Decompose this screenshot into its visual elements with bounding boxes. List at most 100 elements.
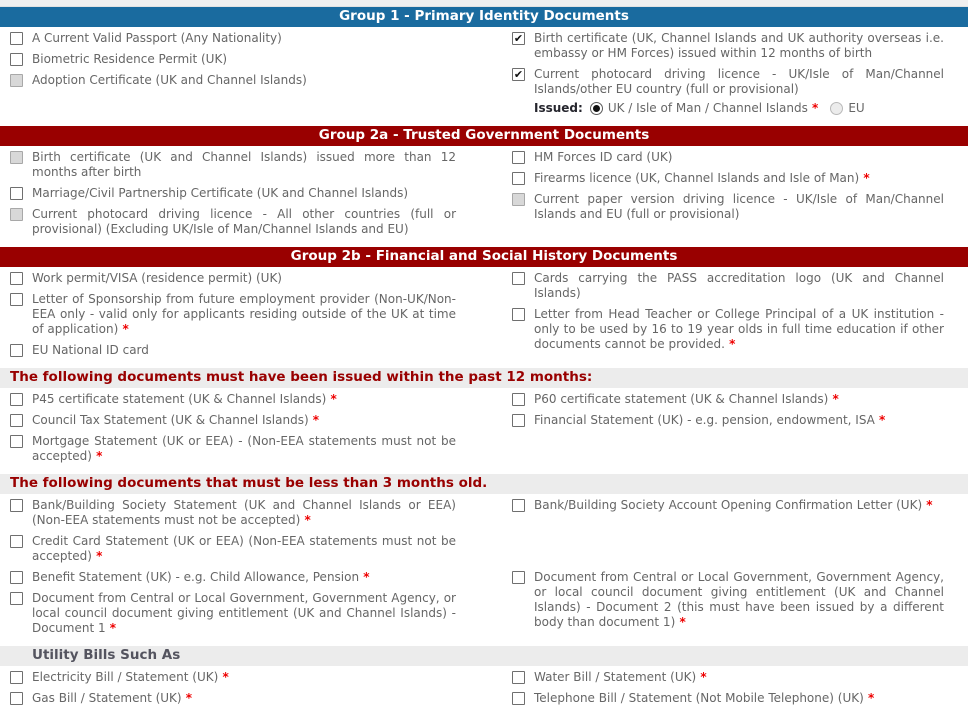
document-item: A Current Valid Passport (Any Nationalit… (10, 31, 456, 46)
checkbox[interactable] (10, 499, 23, 512)
required-asterisk: * (922, 498, 933, 512)
issued-radio-group: Issued: UK / Isle of Man / Channel Island… (534, 101, 944, 116)
section-header-less-3-months: The following documents that must be les… (0, 474, 968, 494)
document-label: Mortgage Statement (UK or EEA) - (Non-EE… (32, 434, 456, 463)
checkbox[interactable] (10, 187, 23, 200)
checkbox[interactable] (10, 272, 23, 285)
required-asterisk: * (724, 337, 736, 351)
document-label: EU National ID card (32, 343, 149, 357)
checkbox[interactable] (10, 53, 23, 66)
checkbox[interactable] (10, 32, 23, 45)
document-label: Birth certificate (UK, Channel Islands a… (534, 31, 944, 60)
issued-radio-label-eu: EU (848, 101, 865, 115)
document-label: Council Tax Statement (UK & Channel Isla… (32, 413, 320, 427)
document-item: Marriage/Civil Partnership Certificate (… (10, 186, 456, 201)
column-left: Electricity Bill / Statement (UK) * Gas B… (0, 670, 502, 712)
checkbox[interactable] (10, 671, 23, 684)
column-left: Credit Card Statement (UK or EEA) (Non-E… (0, 534, 502, 570)
required-asterisk: * (105, 621, 117, 635)
checkbox-checked-icon[interactable]: ✔ (512, 68, 525, 81)
checklist-row: Credit Card Statement (UK or EEA) (Non-E… (0, 534, 968, 570)
column-right: Document from Central or Local Governmen… (502, 570, 968, 642)
document-label: Cards carrying the PASS accreditation lo… (534, 271, 944, 300)
document-item: Gas Bill / Statement (UK) * (10, 691, 456, 706)
section-body-utility-bills: Electricity Bill / Statement (UK) * Gas B… (0, 666, 968, 716)
checkbox[interactable] (512, 393, 525, 406)
checkbox-checked-icon[interactable]: ✔ (512, 32, 525, 45)
document-item: P45 certificate statement (UK & Channel … (10, 392, 456, 407)
required-asterisk: * (308, 413, 320, 427)
top-strip (0, 0, 968, 7)
checkbox[interactable] (512, 151, 525, 164)
document-label: Current paper version driving licence - … (534, 192, 944, 221)
section-body-group2a: Birth certificate (UK and Channel Island… (0, 146, 968, 247)
document-item: Document from Central or Local Governmen… (10, 591, 456, 636)
document-label: Firearms licence (UK, Channel Islands an… (534, 171, 870, 185)
section-header-group1: Group 1 - Primary Identity Documents (0, 7, 968, 27)
column-left: Benefit Statement (UK) - e.g. Child Allo… (0, 570, 502, 642)
checklist-row: A Current Valid Passport (Any Nationalit… (0, 31, 968, 122)
section-body-past-12-months: P45 certificate statement (UK & Channel … (0, 388, 968, 474)
checkbox[interactable] (512, 571, 525, 584)
checkbox[interactable] (10, 692, 23, 705)
checklist-row: Work permit/VISA (residence permit) (UK)… (0, 271, 968, 364)
document-item: Biometric Residence Permit (UK) (10, 52, 456, 67)
checkbox[interactable] (10, 435, 23, 448)
required-asterisk: * (326, 392, 337, 406)
checkbox[interactable] (10, 414, 23, 427)
required-asterisk: * (91, 449, 103, 463)
checkbox[interactable] (10, 535, 23, 548)
checkbox[interactable] (512, 172, 525, 185)
document-label: Financial Statement (UK) - e.g. pension,… (534, 413, 886, 427)
checkbox[interactable] (10, 344, 23, 357)
checkbox[interactable] (10, 293, 23, 306)
column-right: Cards carrying the PASS accreditation lo… (502, 271, 968, 364)
checkbox[interactable] (512, 272, 525, 285)
document-label: A Current Valid Passport (Any Nationalit… (32, 31, 282, 45)
document-label: Current photocard driving licence - All … (32, 207, 456, 236)
checkbox[interactable] (512, 414, 525, 427)
checkbox[interactable] (512, 308, 525, 321)
document-item: Current photocard driving licence - All … (10, 207, 456, 237)
required-asterisk: * (118, 322, 129, 336)
document-item: Telephone Bill / Statement (Not Mobile T… (512, 691, 944, 706)
document-label: Credit Card Statement (UK or EEA) (Non-E… (32, 534, 456, 563)
checkbox[interactable] (10, 592, 23, 605)
document-label: Letter from Head Teacher or College Prin… (534, 307, 944, 351)
section-header-group2b: Group 2b - Financial and Social History … (0, 247, 968, 267)
column-left: Work permit/VISA (residence permit) (UK)… (0, 271, 502, 364)
checkbox[interactable] (512, 692, 525, 705)
issued-radio-eu (830, 102, 844, 115)
column-left: Birth certificate (UK and Channel Island… (0, 150, 502, 243)
required-asterisk: * (874, 413, 886, 427)
checkbox[interactable] (512, 671, 525, 684)
document-item: Birth certificate (UK and Channel Island… (10, 150, 456, 180)
issued-radio-uk[interactable] (589, 102, 603, 115)
column-right: Water Bill / Statement (UK) * Telephone B… (502, 670, 968, 712)
checkbox[interactable] (512, 499, 525, 512)
section-body-less-3-months: Bank/Building Society Statement (UK and … (0, 494, 968, 646)
checkbox[interactable] (10, 393, 23, 406)
column-right: ✔ Birth certificate (UK, Channel Islands … (502, 31, 968, 122)
required-asterisk: * (675, 615, 686, 629)
required-asterisk: * (863, 691, 875, 705)
document-label: Biometric Residence Permit (UK) (32, 52, 228, 66)
issued-radio-label-uk: UK / Isle of Man / Channel Islands * (607, 101, 819, 115)
document-label: Bank/Building Society Account Opening Co… (534, 498, 933, 512)
document-item: Benefit Statement (UK) - e.g. Child Allo… (10, 570, 456, 585)
column-right: HM Forces ID card (UK) Firearms licence (… (502, 150, 968, 243)
document-label: Water Bill / Statement (UK) * (534, 670, 707, 684)
checkbox[interactable] (10, 571, 23, 584)
section-body-group2b: Work permit/VISA (residence permit) (UK)… (0, 267, 968, 368)
document-label: Electricity Bill / Statement (UK) * (32, 670, 229, 684)
document-label: Document from Central or Local Governmen… (32, 591, 456, 635)
column-right: Bank/Building Society Account Opening Co… (502, 498, 968, 534)
document-item: EU National ID card (10, 343, 456, 358)
required-asterisk: * (696, 670, 707, 684)
checkbox (512, 193, 525, 206)
checklist-row: P45 certificate statement (UK & Channel … (0, 392, 968, 470)
document-checklist-form: Group 1 - Primary Identity Documents A Cu… (0, 7, 968, 716)
issued-label: Issued: (534, 101, 583, 115)
section-header-group2a: Group 2a - Trusted Government Documents (0, 126, 968, 146)
